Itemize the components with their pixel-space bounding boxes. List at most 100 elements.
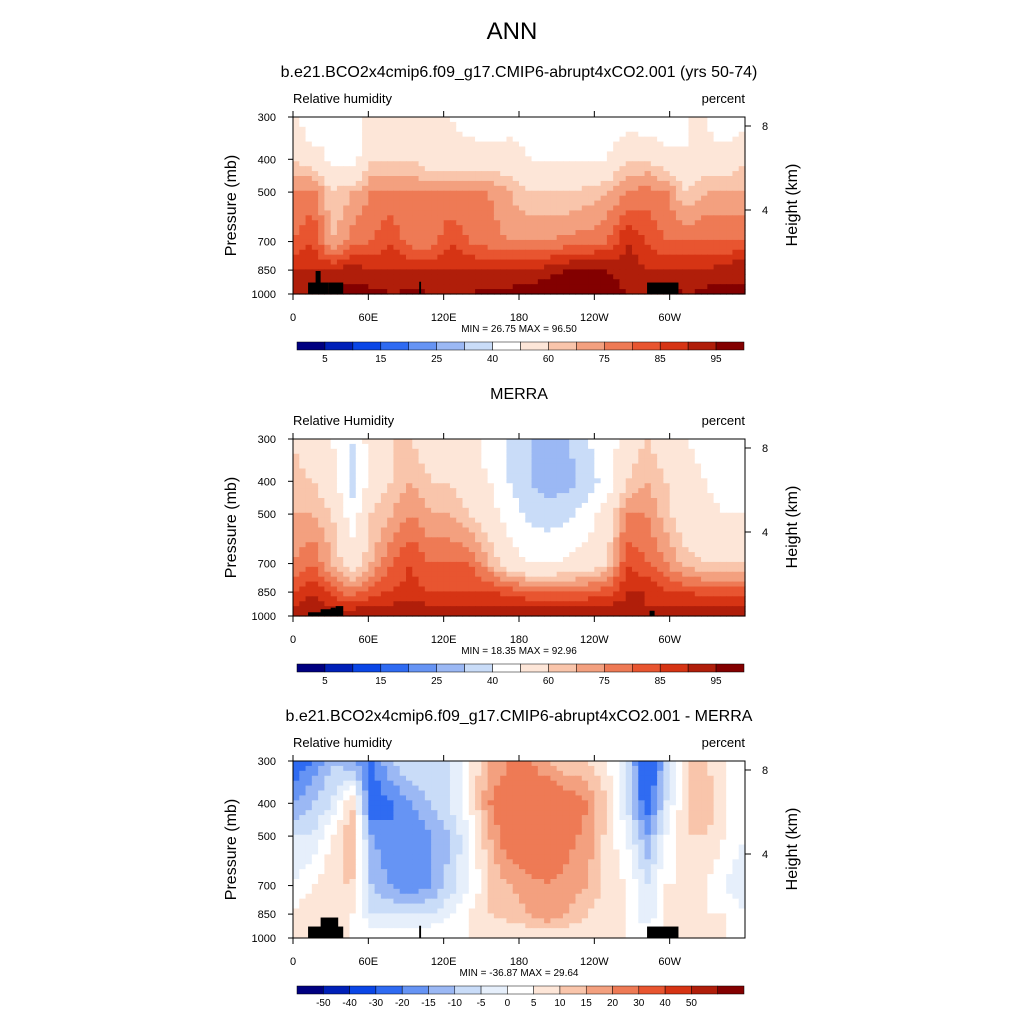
heatmap-cell [393, 186, 400, 192]
heatmap-cell [513, 537, 520, 543]
heatmap-cell [632, 567, 639, 573]
heatmap-cell [456, 274, 463, 280]
heatmap-cell [350, 201, 357, 207]
heatmap-cell [437, 473, 444, 479]
heatmap-cell [412, 513, 419, 519]
heatmap-cell [563, 449, 570, 455]
heatmap-cell [425, 469, 432, 475]
heatmap-cell [607, 478, 614, 484]
heatmap-cell [425, 279, 432, 285]
heatmap-cell [350, 508, 357, 514]
heatmap-cell [350, 444, 357, 450]
heatmap-cell [481, 191, 488, 197]
heatmap-cell [594, 513, 601, 519]
heatmap-cell [469, 151, 476, 157]
heatmap-cell [538, 587, 545, 593]
heatmap-cell [714, 528, 721, 534]
heatmap-cell [670, 503, 677, 509]
heatmap-cell [626, 137, 633, 143]
heatmap-cell [519, 439, 526, 445]
heatmap-cell [481, 498, 488, 504]
heatmap-cell [557, 459, 564, 465]
heatmap-cell [714, 176, 721, 182]
heatmap-cell [481, 117, 488, 123]
heatmap-cell [362, 542, 369, 548]
heatmap-cell [381, 591, 388, 597]
heatmap-cell [682, 572, 689, 578]
heatmap-cell [632, 196, 639, 202]
colorbar-label: 95 [711, 354, 723, 365]
heatmap-cell [550, 225, 557, 231]
heatmap-cell [701, 260, 708, 266]
heatmap-cell [538, 513, 545, 519]
heatmap-cell [519, 245, 526, 251]
heatmap-cell [613, 215, 620, 221]
heatmap-cell [550, 493, 557, 499]
heatmap-cell [588, 161, 595, 167]
heatmap-cell [695, 156, 702, 162]
heatmap-cell [312, 547, 319, 553]
heatmap-cell [324, 572, 331, 578]
heatmap-cell [299, 176, 306, 182]
heatmap-cell [437, 439, 444, 445]
heatmap-cell [412, 454, 419, 460]
heatmap-cell [362, 596, 369, 602]
heatmap-cell [488, 255, 495, 261]
heatmap-cell [670, 562, 677, 568]
heatmap-cell [437, 265, 444, 271]
heatmap-cell [626, 210, 633, 216]
heatmap-cell [569, 572, 576, 578]
heatmap-cell [525, 498, 532, 504]
heatmap-cell [557, 493, 564, 499]
heatmap-cell [356, 196, 363, 202]
heatmap-cell [306, 562, 313, 568]
heatmap-cell [607, 225, 614, 231]
heatmap-cell [481, 473, 488, 479]
heatmap-cell [293, 567, 300, 573]
heatmap-cell [657, 265, 664, 271]
heatmap-cell [318, 508, 325, 514]
heatmap-cell [550, 537, 557, 543]
heatmap-cell [337, 230, 344, 236]
heatmap-cell [299, 117, 306, 123]
heatmap-cell [663, 532, 670, 538]
heatmap-cell [714, 537, 721, 543]
heatmap-cell [707, 210, 714, 216]
heatmap-cell [318, 245, 325, 251]
heatmap-cell [431, 513, 438, 519]
heatmap-cell [626, 532, 633, 538]
heatmap-cell [299, 459, 306, 465]
heatmap-cell [601, 230, 608, 236]
heatmap-cell [701, 518, 708, 524]
heatmap-cell [519, 493, 526, 499]
heatmap-cell [400, 498, 407, 504]
heatmap-cell [450, 454, 457, 460]
heatmap-cell [594, 250, 601, 256]
heatmap-cell [632, 469, 639, 475]
heatmap-cell [331, 260, 338, 266]
heatmap-cell [532, 240, 539, 246]
heatmap-cell [324, 498, 331, 504]
heatmap-cell [488, 181, 495, 187]
heatmap-cell [532, 225, 539, 231]
heatmap-cell [544, 582, 551, 588]
heatmap-cell [670, 142, 677, 148]
heatmap-cell [563, 498, 570, 504]
heatmap-cell [488, 567, 495, 573]
heatmap-cell [475, 473, 482, 479]
heatmap-cell [682, 587, 689, 593]
heatmap-cell [676, 587, 683, 593]
heatmap-cell [657, 171, 664, 177]
heatmap-cell [607, 156, 614, 162]
heatmap-cell [613, 250, 620, 256]
heatmap-cell [714, 557, 721, 563]
heatmap-cell [632, 206, 639, 212]
heatmap-cell [494, 464, 501, 470]
heatmap-cell [726, 483, 733, 489]
heatmap-cell [337, 562, 344, 568]
heatmap-cell [632, 493, 639, 499]
heatmap-cell [406, 498, 413, 504]
heatmap-cell [544, 181, 551, 187]
heatmap-cell [532, 215, 539, 221]
heatmap-cell [500, 488, 507, 494]
